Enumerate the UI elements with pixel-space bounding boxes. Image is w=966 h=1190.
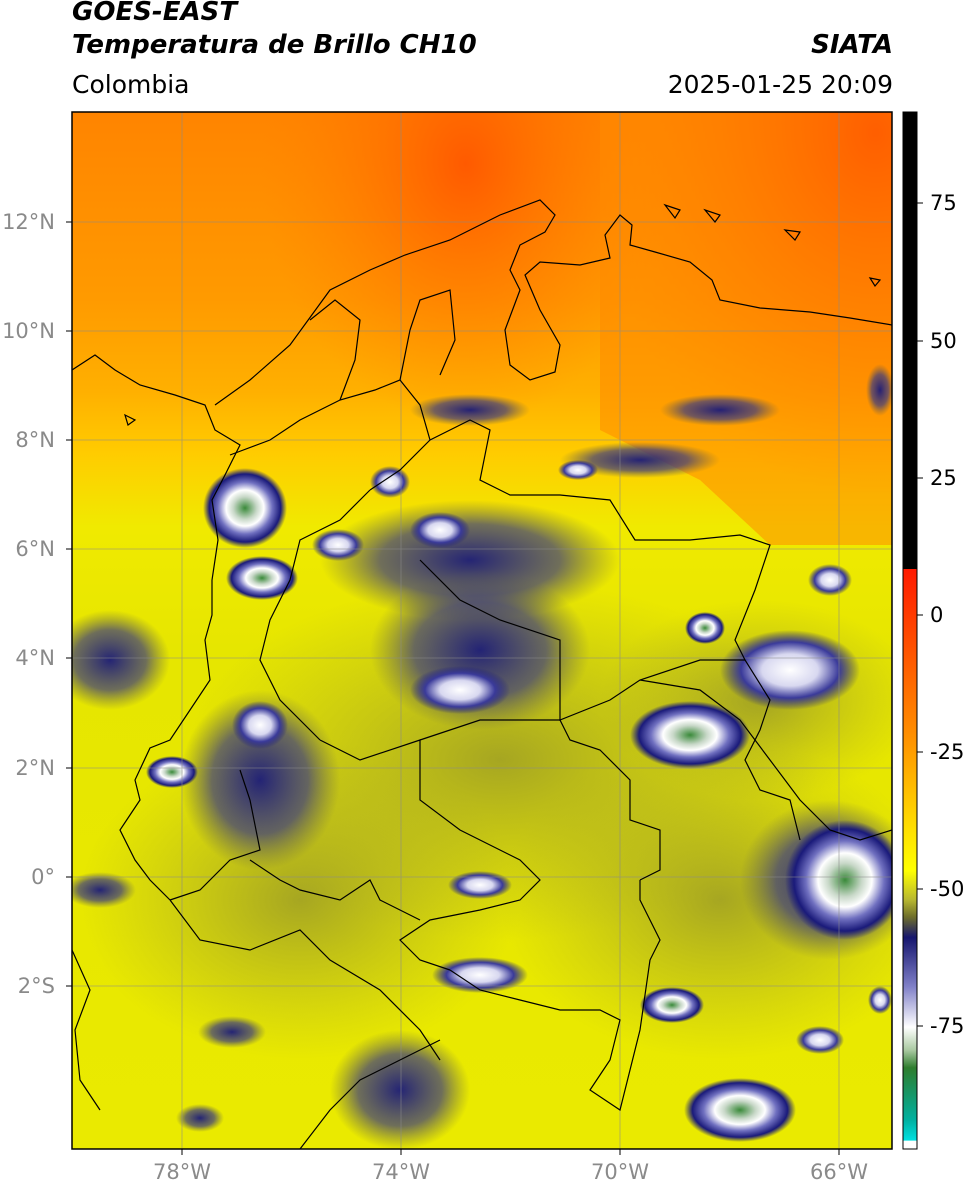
lat-tick-6n: 6°N <box>15 537 55 561</box>
gridlines <box>72 112 892 1149</box>
lat-tick-4n: 4°N <box>15 646 55 670</box>
lat-tick-0: 0° <box>31 865 55 889</box>
map-ticks <box>66 221 840 1155</box>
title-satellite: GOES-EAST <box>72 0 238 27</box>
colorbar-tick-minus25: -25 <box>930 740 965 764</box>
boundaries <box>72 199 892 1149</box>
map-frame <box>71 111 893 1150</box>
colorbar-tick-minus50: -50 <box>930 877 965 901</box>
region-label: Colombia <box>72 70 190 99</box>
title-product: Temperatura de Brillo CH10 <box>72 30 477 60</box>
colorbar <box>902 111 923 1150</box>
lon-tick-70w: 70°W <box>591 1160 649 1184</box>
colorbar-gradient <box>903 569 917 1149</box>
colorbar-tick-minus75: -75 <box>930 1014 965 1038</box>
colorbar-tick-50: 50 <box>930 329 957 353</box>
lat-tick-12n: 12°N <box>2 210 55 234</box>
map-raster <box>72 112 892 1149</box>
colorbar-tick-0: 0 <box>930 603 944 627</box>
colorbar-tick-25: 25 <box>930 466 957 490</box>
lon-tick-74w: 74°W <box>372 1160 430 1184</box>
datetime-label: 2025-01-25 20:09 <box>667 70 893 99</box>
lat-tick-8n: 8°N <box>15 428 55 452</box>
agency-label: SIATA <box>811 30 893 60</box>
colorbar-tick-75: 75 <box>930 191 957 215</box>
lat-tick-2s: 2°S <box>17 974 55 998</box>
lon-tick-66w: 66°W <box>810 1160 868 1184</box>
lat-tick-2n: 2°N <box>15 756 55 780</box>
colorbar-frame <box>902 111 918 1150</box>
lon-tick-78w: 78°W <box>153 1160 211 1184</box>
lat-tick-10n: 10°N <box>2 319 55 343</box>
colorbar-black-segment <box>903 112 917 569</box>
